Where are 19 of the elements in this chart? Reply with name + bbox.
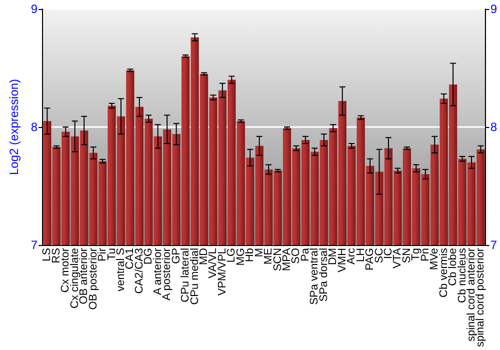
x-tick-label: spinal cord posterior (474, 248, 487, 348)
x-tick-label: Pir (96, 248, 109, 262)
y-tick-label: 8 (30, 120, 38, 134)
y-axis-title: Log2 (expression) (7, 78, 21, 176)
y2-tick-label: 9 (490, 2, 498, 16)
x-tick-label: SN (400, 248, 413, 264)
x-tick-label: VPM/VPL (216, 248, 228, 296)
x-tick-label: SCN (272, 248, 284, 272)
y-tick-label: 9 (30, 2, 38, 16)
x-tick-label: CPu medial (188, 248, 201, 305)
x-tick-label: IC (382, 248, 394, 259)
x-tick-label: Arc (346, 247, 358, 264)
x-tick-label: RS (50, 248, 62, 264)
x-tick-label: Tg (410, 248, 422, 261)
y2-tick-label: 8 (490, 120, 498, 134)
y-tick-label: 7 (30, 238, 38, 252)
x-tick-label: MVe (428, 248, 441, 270)
y2-tick-label: 7 (490, 238, 498, 252)
x-tick-label: SPa dorsal (318, 248, 330, 302)
